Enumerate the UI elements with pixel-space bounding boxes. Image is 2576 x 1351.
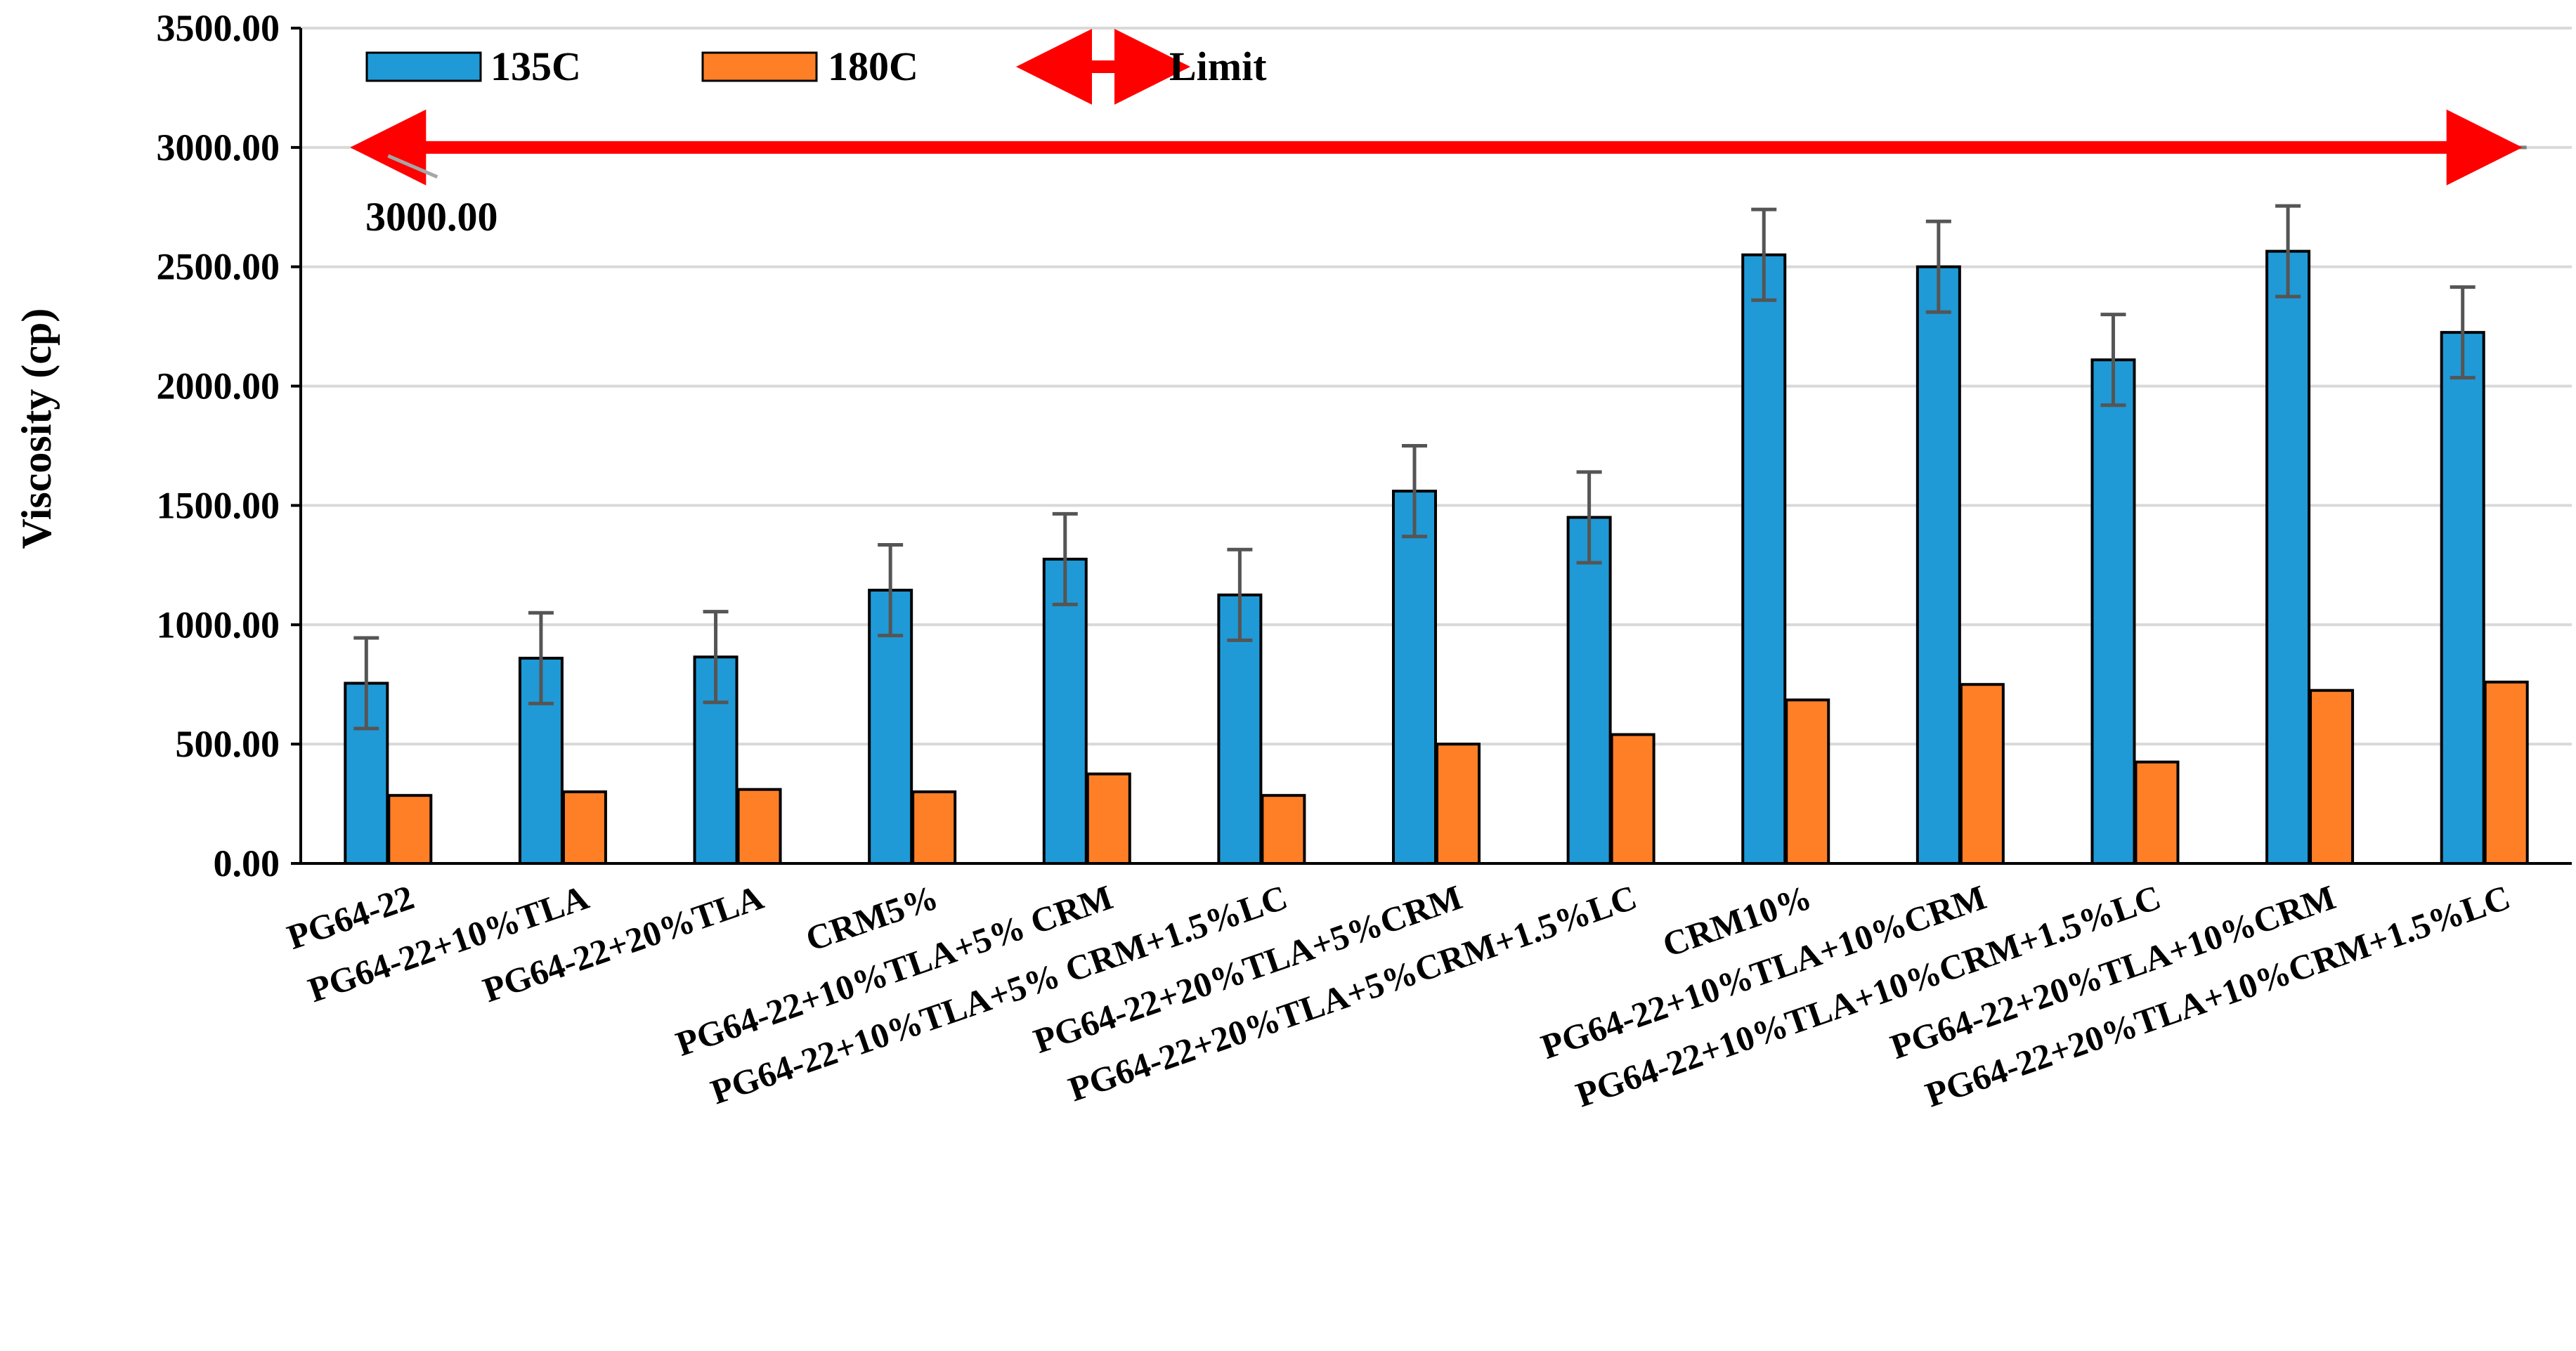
bar-180c [736, 788, 782, 866]
bar-180c [2483, 680, 2529, 865]
bar-135c [1392, 490, 1437, 865]
legend-label-135c: 135C [490, 44, 581, 89]
legend: 135C 180C Limit [365, 29, 1267, 105]
bar-180c [1086, 772, 1131, 866]
bar-180c [1610, 733, 1655, 866]
y-tick-label: 3500.00 [157, 7, 280, 49]
axes [291, 27, 2572, 865]
y-tick-label: 1500.00 [157, 484, 280, 526]
bar-135c [1042, 557, 1088, 865]
y-tick-label: 1000.00 [157, 603, 280, 646]
y-tick-labels: 0.00 500.00 1000.00 1500.00 2000.00 2500.00 30… [157, 7, 280, 885]
legend-swatch-180c [701, 51, 818, 82]
y-tick-label: 0.00 [214, 842, 280, 885]
bar-180c [387, 794, 433, 865]
y-axis-label: Viscosity (cp) [13, 308, 60, 549]
bar-180c [2309, 688, 2355, 866]
limit-value-label: 3000.00 [365, 194, 498, 240]
bar-135c [2440, 331, 2485, 865]
bar-180c [2134, 760, 2180, 866]
bar-180c [1261, 794, 1306, 865]
error-bars [353, 204, 2476, 731]
bar-135c [1741, 253, 1787, 865]
legend-label-limit: Limit [1169, 44, 1267, 89]
bar-180c [1959, 683, 2005, 866]
y-tick-label: 3000.00 [157, 126, 280, 169]
bar-135c [2265, 249, 2311, 865]
y-tick-label: 2500.00 [157, 246, 280, 288]
bar-135c [2090, 358, 2136, 865]
bar-180c [561, 790, 607, 865]
limit-leader-line [387, 154, 438, 179]
bar-135c [1566, 516, 1612, 866]
legend-label-180c: 180C [828, 44, 918, 89]
bars [344, 249, 2529, 866]
bar-180c [1436, 743, 1481, 865]
y-tick-label: 500.00 [176, 723, 280, 765]
limit-line-group: 3000.00 [350, 109, 2527, 240]
legend-swatch-135c [365, 51, 482, 82]
bar-180c [1785, 698, 1830, 865]
y-tick-label: 2000.00 [157, 365, 280, 407]
bar-135c [1915, 265, 1961, 865]
bar-180c [911, 790, 957, 865]
